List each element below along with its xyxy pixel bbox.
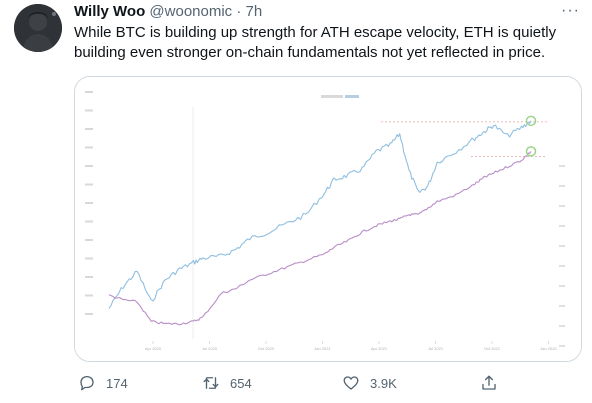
y-tick-left [85,220,93,223]
chart-background [75,77,581,361]
reply-count: 174 [106,375,128,391]
reference-lines [381,121,547,157]
retweet-count: 654 [230,375,252,391]
chart: Apr 2020 Jul 2020 Oct 2020 Jan 2021 Apr 2021… [75,77,581,361]
y-tick-left [85,109,93,112]
y-axis-left-ticks [85,91,93,315]
y-tick-right [559,185,565,187]
y-tick-left [85,202,93,204]
y-tick-right [559,165,565,167]
y-tick-left [85,313,93,315]
y-tick-left [85,276,93,278]
y-tick-right [559,305,565,307]
y-tick-left [85,294,93,297]
share-icon [482,375,496,390]
reply-button[interactable]: 174 [78,372,128,394]
share-button[interactable] [480,372,498,394]
x-tick-label: Jul 2020 [202,346,218,351]
retweet-button[interactable]: 654 [202,372,252,394]
x-tick-label: Apr 2020 [145,346,162,351]
y-tick-left [85,239,93,241]
y-tick-right [559,205,565,207]
y-tick-right [559,285,565,287]
latest-marker-2 [525,146,537,157]
y-tick-right [559,325,565,327]
y-tick-left [85,165,93,167]
x-tick-label: Apr 2021 [371,346,388,351]
y-tick-right [559,265,565,267]
x-tick-label: Oct 2020 [258,346,275,351]
series-line-1 [108,120,532,309]
x-tick-label: Jan 2021 [314,346,331,351]
avatar-image [14,4,62,52]
x-axis-ticks: Apr 2020 Jul 2020 Oct 2020 Jan 2021 Apr 2021… [145,341,558,351]
x-tick-label: Jul 2021 [428,346,444,351]
avatar[interactable] [14,4,62,52]
y-tick-left [85,257,93,260]
more-dots-icon[interactable]: ··· [561,2,580,19]
chart-header-link [345,95,359,98]
like-count: 3.9K [370,375,397,391]
y-tick-left [85,183,93,186]
series-layer [108,120,532,326]
latest-marker-1 [525,115,537,127]
x-tick-label: Jan 2022 [540,346,557,351]
y-tick-right [559,245,565,247]
chart-header-text [321,95,343,98]
series-line-2 [108,151,532,326]
tweet-text: While BTC is building up strength for AT… [74,24,557,61]
tweet-header: Willy Woo @woonomic · 7h [74,2,262,22]
separator-dot: · [236,3,242,20]
author-handle[interactable]: @woonomic [149,3,233,20]
y-tick-left [85,146,93,149]
y-tick-left [85,91,93,93]
y-tick-right [559,225,565,227]
x-tick-label: Oct 2021 [484,346,501,351]
reply-icon [80,375,94,391]
y-axis-right-ticks [559,165,565,347]
y-tick-right [559,345,565,347]
timestamp[interactable]: 7h [245,3,263,20]
tweet-media-chart[interactable]: Apr 2020 Jul 2020 Oct 2020 Jan 2021 Apr 2021… [74,76,582,362]
y-tick-left [85,128,93,130]
highlight-markers [525,115,537,157]
heart-icon [343,376,359,390]
like-button[interactable]: 3.9K [342,372,397,394]
author-name[interactable]: Willy Woo [74,3,146,20]
action-bar: 174 654 3.9K [74,372,534,394]
retweet-icon [203,377,219,389]
